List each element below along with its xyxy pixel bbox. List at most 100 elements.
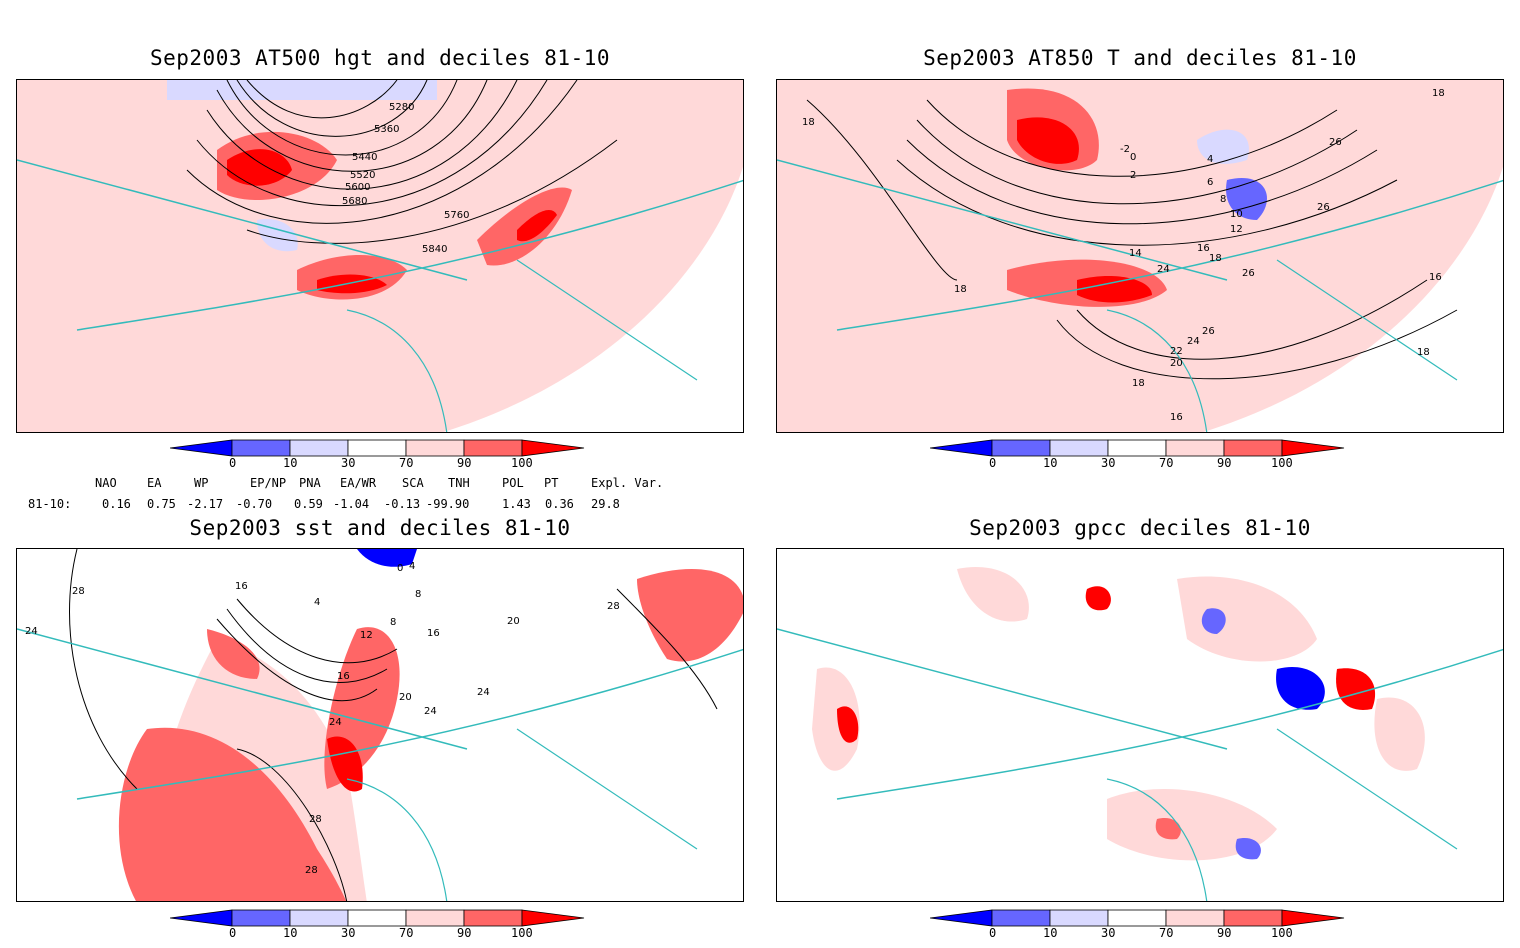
colorbar-tick: 0 — [229, 926, 237, 940]
colorbar-tick: 90 — [1217, 926, 1232, 940]
contour-label: 0 — [397, 563, 403, 574]
contour-label: 16 — [1429, 272, 1442, 283]
index-header-pna: PNA — [299, 476, 321, 490]
colorbar-tick: 0 — [989, 926, 997, 940]
index-header-explvar: Expl. Var. — [591, 476, 664, 490]
contour-label: 5760 — [444, 210, 469, 221]
index-value-ea: 0.75 — [147, 497, 176, 511]
contour-label: 5600 — [345, 182, 370, 193]
contour-label: 28 — [72, 586, 85, 597]
index-value-epnp: -0.70 — [236, 497, 273, 511]
panel-title-t850: Sep2003 AT850 T and deciles 81-10 — [923, 46, 1357, 70]
contour-label: 18 — [802, 117, 815, 128]
colorbar-tick: 10 — [283, 926, 298, 940]
contour-label: 4 — [409, 561, 415, 572]
contour-label: 24 — [329, 717, 342, 728]
panel-title-hgt500: Sep2003 AT500 hgt and deciles 81-10 — [149, 46, 610, 70]
index-header-nao: NAO — [95, 476, 117, 490]
contour-label: 28 — [309, 814, 322, 825]
map-panel-gpcc — [776, 548, 1504, 902]
contour-label: 16 — [235, 581, 248, 592]
contour-label: 20 — [507, 616, 520, 627]
colorbar-tick: 30 — [341, 926, 356, 940]
contour-label: 24 — [1187, 336, 1200, 347]
contour-label: 28 — [607, 601, 620, 612]
colorbar-sst: 0 10 30 70 90 100 — [169, 908, 590, 948]
colorbar-tick: 90 — [457, 926, 472, 940]
contour-label: 6 — [1207, 177, 1213, 188]
colorbar-tick: 100 — [1271, 926, 1293, 940]
index-value-wp: -2.17 — [187, 497, 224, 511]
colorbar-tick: 30 — [341, 456, 356, 470]
index-row-label: 81-10: — [28, 497, 72, 511]
contour-label: 0 — [1130, 152, 1136, 163]
contour-label: 4 — [1207, 154, 1213, 165]
colorbar-tick: 100 — [511, 456, 533, 470]
index-header-tnh: TNH — [448, 476, 470, 490]
panel-title-sst: Sep2003 sst and deciles 81-10 — [189, 516, 571, 540]
index-header-wp: WP — [194, 476, 209, 490]
contour-label: 26 — [1242, 268, 1255, 279]
contour-label: 8 — [390, 617, 396, 628]
contour-label: 24 — [25, 626, 38, 637]
contour-label: 24 — [1157, 264, 1170, 275]
contour-label: 26 — [1329, 137, 1342, 148]
contour-label: 12 — [1230, 224, 1243, 235]
colorbar-tick: 100 — [1271, 456, 1293, 470]
contour-label: 18 — [1417, 347, 1430, 358]
contour-label: 5280 — [389, 102, 414, 113]
contour-label: 5360 — [374, 124, 399, 135]
contour-label: 18 — [1132, 378, 1145, 389]
colorbar-tick: 10 — [1043, 456, 1058, 470]
index-value-tnh: -99.90 — [426, 497, 470, 511]
contour-label: 12 — [360, 630, 373, 641]
index-header-eawr: EA/WR — [340, 476, 377, 490]
index-value-nao: 0.16 — [102, 497, 131, 511]
contour-label: 5520 — [350, 170, 375, 181]
index-value-sca: -0.13 — [384, 497, 421, 511]
colorbar-tick: 100 — [511, 926, 533, 940]
contour-label: 14 — [1129, 248, 1142, 259]
colorbar-tick: 70 — [1159, 456, 1174, 470]
map-panel-hgt500: 5280 5360 5440 5520 5600 5680 5760 5840 — [16, 79, 744, 433]
contour-label: 16 — [1170, 412, 1183, 423]
colorbar-tick: 10 — [1043, 926, 1058, 940]
colorbar-tick: 90 — [457, 456, 472, 470]
colorbar-tick: 70 — [1159, 926, 1174, 940]
contour-label: 16 — [1197, 243, 1210, 254]
contour-label: 5680 — [342, 196, 367, 207]
contour-label: 16 — [337, 671, 350, 682]
panel-title-gpcc: Sep2003 gpcc deciles 81-10 — [969, 516, 1311, 540]
index-value-eawr: -1.04 — [333, 497, 370, 511]
contour-label: 10 — [1230, 209, 1243, 220]
colorbar-tick: 10 — [283, 456, 298, 470]
contour-label: 20 — [399, 692, 412, 703]
contour-label: 16 — [427, 628, 440, 639]
contour-label: 28 — [305, 865, 318, 876]
contour-label: 2 — [1130, 170, 1136, 181]
contour-label: 24 — [477, 687, 490, 698]
contour-label: 4 — [314, 597, 320, 608]
colorbar-hgt500: 0 10 30 70 90 100 — [169, 438, 590, 478]
colorbar-tick: 0 — [229, 456, 237, 470]
contour-label: 18 — [1209, 253, 1222, 264]
index-header-epnp: EP/NP — [250, 476, 287, 490]
contour-label: -2 — [1120, 144, 1130, 155]
colorbar-gpcc: 0 10 30 70 90 100 — [929, 908, 1350, 948]
contour-label: 8 — [415, 589, 421, 600]
index-value-pol: 1.43 — [502, 497, 531, 511]
colorbar-tick: 70 — [399, 926, 414, 940]
contour-label: 20 — [1170, 358, 1183, 369]
contour-label: 24 — [424, 706, 437, 717]
contour-label: 26 — [1317, 202, 1330, 213]
colorbar-tick: 90 — [1217, 456, 1232, 470]
index-value-pna: 0.59 — [294, 497, 323, 511]
contour-label: 5840 — [422, 244, 447, 255]
colorbar-t850: 0 10 30 70 90 100 — [929, 438, 1350, 478]
map-panel-sst: 28 24 16 4 0 4 8 12 8 16 16 20 24 24 20 … — [16, 548, 744, 902]
contour-label: 22 — [1170, 346, 1183, 357]
contour-label: 18 — [954, 284, 967, 295]
contour-label: 5440 — [352, 152, 377, 163]
index-header-ea: EA — [147, 476, 162, 490]
colorbar-tick: 70 — [399, 456, 414, 470]
